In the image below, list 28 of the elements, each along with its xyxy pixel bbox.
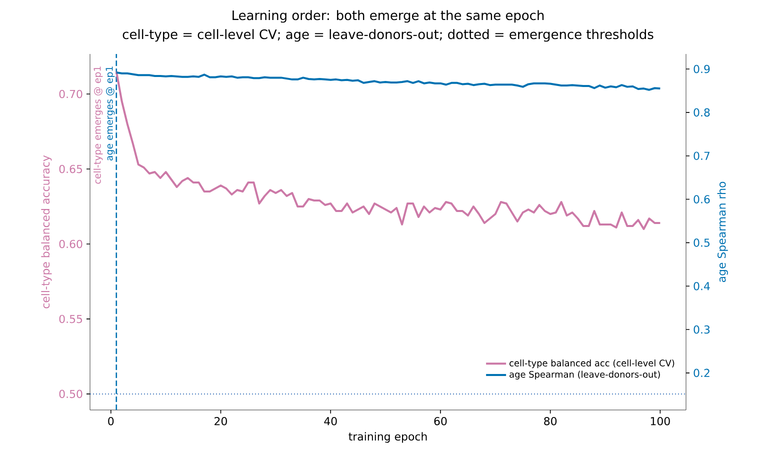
y2-tick-label: 0.8 [694,108,710,117]
x-tick-label: 20 [214,417,227,426]
x-tick-label: 40 [324,417,337,426]
y-tick-label: 0.50 [59,390,82,398]
y2-tick-label: 0.2 [694,368,710,378]
chart-title: Learning order: both emerge at the same epoch [232,10,544,23]
y-axis-title: cell-type balanced accuracy [41,155,52,308]
y2-tick-label: 0.5 [694,238,710,247]
legend-label: cell-type balanced acc (cell-level CV) [510,360,674,368]
chart-subtitle: cell-type = cell-level CV; age = leave-donors-out; dotted = emergence thresholds [122,29,654,42]
y-tick-label: 0.55 [59,314,82,324]
y2-tick-label: 0.4 [694,282,710,290]
legend-label: age Spearman (leave-donors-out) [510,370,660,380]
x-tick-label: 80 [544,417,557,426]
y2-tick-label: 0.3 [694,325,710,334]
x-tick-label: 100 [650,417,670,426]
y2-tick-label: 0.7 [694,152,710,160]
y2-tick-label: 0.9 [694,64,710,74]
y2-axis-title: age Spearman rho [717,182,728,282]
y-tick-label: 0.60 [59,240,82,248]
x-axis-title: training epoch [348,432,427,443]
x-tick-label: 0 [108,417,114,426]
y-tick-label: 0.70 [59,90,82,98]
x-tick-label: 60 [434,417,447,426]
annotation: cell-type emerges @ ep1 [94,66,103,184]
y-tick-label: 0.65 [59,164,82,174]
annotation: age emerges @ ep1 [106,66,115,160]
y2-tick-label: 0.6 [694,195,710,204]
